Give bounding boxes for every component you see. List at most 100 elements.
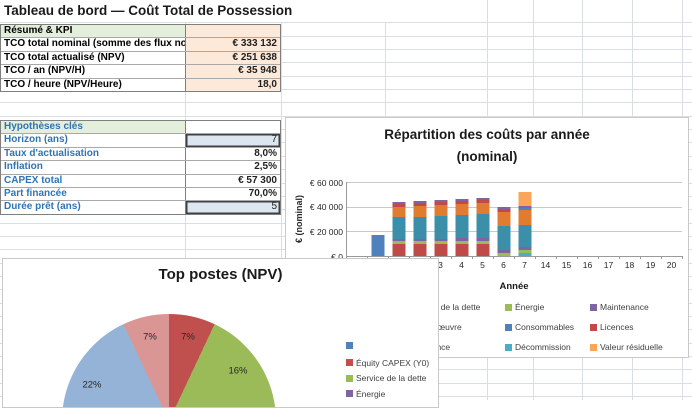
x-axis-tick-label: 17: [603, 260, 614, 270]
bar-chart-category-slot: [619, 182, 640, 256]
assumption-label-cell: Taux d'actualisation: [4, 147, 99, 159]
bar-segment-Assurance[interactable]: [455, 198, 468, 202]
bar-chart-category-slot: [556, 182, 577, 256]
bar-segment-Maintenance[interactable]: [518, 247, 531, 250]
legend-swatch: [590, 303, 597, 311]
bar-segment-Main d'œuvre[interactable]: [518, 210, 531, 226]
bar-segment-Main d'œuvre[interactable]: [497, 211, 510, 226]
bar-segment-Maintenance[interactable]: [455, 238, 468, 241]
bar-segment-Maintenance[interactable]: [392, 238, 405, 241]
bar-segment-Service de la dette[interactable]: [413, 243, 426, 256]
legend-item: Valeur résiduelle: [590, 342, 663, 352]
bar-segment-series[interactable]: [392, 217, 405, 239]
row-gridline: [0, 22, 692, 24]
assumptions-table-row: Horizon (ans) 7: [1, 133, 280, 147]
bar-segment-Maintenance[interactable]: [476, 238, 489, 241]
bar-segment-Licences[interactable]: [497, 209, 510, 212]
bar-segment-series[interactable]: [434, 215, 447, 239]
bar-segment-Énergie[interactable]: [476, 240, 489, 244]
assumption-label-cell: CAPEX total: [4, 174, 63, 186]
bar-segment-Licences[interactable]: [392, 204, 405, 207]
bar-chart-category-slot: [472, 182, 493, 256]
bar-segment-series[interactable]: [497, 225, 510, 251]
x-axis-tickmark: [661, 256, 662, 259]
x-axis-tick-label: 15: [561, 260, 572, 270]
x-axis-tick-label: 14: [540, 260, 551, 270]
bar-segment-Main d'œuvre[interactable]: [476, 202, 489, 215]
pie-chart-title: Top postes (NPV): [158, 266, 283, 283]
bar-chart-category-slot: [367, 182, 388, 256]
y-axis-tick-label: € 60 000: [309, 177, 343, 188]
bar-segment-Consommables[interactable]: [518, 208, 531, 211]
kpi-label-cell: TCO / heure (NPV/Heure): [4, 78, 122, 90]
bar-segment-Énergie[interactable]: [413, 240, 426, 244]
assumption-input-cell[interactable]: 5: [184, 201, 280, 214]
bar-segment-Assurance[interactable]: [518, 205, 531, 209]
legend-label: Décommission: [515, 342, 571, 352]
bar-segment-Énergie[interactable]: [392, 241, 405, 244]
bar-segment-Assurance[interactable]: [392, 202, 405, 205]
pie-chart-window[interactable]: Top postes (NPV) 7% 16% 22% 7% Équity CAPEX…: [2, 258, 439, 408]
x-axis-tick-label: 19: [645, 260, 656, 270]
bar-segment-Service de la dette[interactable]: [434, 243, 447, 256]
legend-swatch: [505, 303, 512, 311]
kpi-table-row: TCO total actualisé (NPV) € 251 638: [1, 50, 280, 65]
bar-segment-Énergie[interactable]: [497, 252, 510, 256]
bar-segment-Maintenance[interactable]: [434, 238, 447, 241]
bar-chart-category-slot: [661, 182, 682, 256]
bar-chart-category-slot: [430, 182, 451, 256]
bar-segment-Maintenance[interactable]: [413, 238, 426, 241]
bar-segment-Licences[interactable]: [455, 201, 468, 204]
bar-segment-series[interactable]: [518, 225, 531, 248]
bar-chart-category-slot: [577, 182, 598, 256]
assumptions-table-row: Durée prêt (ans) 5: [1, 200, 280, 214]
bar-segment-series[interactable]: [455, 215, 468, 239]
bar-chart-category-slot: [640, 182, 661, 256]
bar-segment-Énergie[interactable]: [455, 240, 468, 244]
bar-segment-Licences[interactable]: [413, 203, 426, 206]
bar-segment-Main d'œuvre[interactable]: [392, 206, 405, 218]
chart-gridline: [346, 182, 682, 183]
bar-chart-category-slot: [493, 182, 514, 256]
x-axis-tick-label: 3: [438, 260, 443, 270]
bar-segment-Énergie[interactable]: [518, 249, 531, 253]
assumption-label-cell: Part financée: [4, 188, 67, 200]
bar-segment-Main d'œuvre[interactable]: [455, 203, 468, 216]
bar-segment-Valeur résiduelle[interactable]: [518, 191, 531, 206]
x-axis-tick-label: 4: [459, 260, 464, 270]
assumption-label-cell: Durée prêt (ans): [4, 201, 81, 213]
bar-segment-Service de la dette[interactable]: [476, 243, 489, 256]
assumption-value-cell: 8,0%: [184, 147, 280, 161]
x-axis-tickmark: [409, 256, 410, 259]
bar-segment-Main d'œuvre[interactable]: [434, 204, 447, 216]
bar-segment-series[interactable]: [476, 214, 489, 239]
bar-segment-Décommission[interactable]: [518, 253, 531, 256]
bar-segment-Assurance[interactable]: [434, 200, 447, 203]
bar-segment-Service de la dette[interactable]: [392, 243, 405, 256]
pie-percentage-label: 16%: [228, 365, 248, 377]
legend-swatch: [590, 323, 597, 331]
legend-item: Licences: [590, 322, 634, 332]
x-axis-tickmark: [577, 256, 578, 259]
bar-segment-Licences[interactable]: [434, 202, 447, 205]
bar-segment-Assurance[interactable]: [413, 201, 426, 204]
bar-segment-Service de la dette[interactable]: [455, 243, 468, 256]
bar-segment-Licences[interactable]: [476, 200, 489, 203]
kpi-header-empty-cell: [184, 25, 280, 38]
bar-segment-Équity CAPEX (Y0)[interactable]: [371, 234, 384, 256]
bar-segment-series[interactable]: [413, 216, 426, 239]
sheet-title: Tableau de bord — Coût Total de Possessi…: [4, 3, 293, 18]
bar-segment-Main d'œuvre[interactable]: [413, 205, 426, 217]
bar-segment-Maintenance[interactable]: [497, 250, 510, 253]
y-axis-tick-label: € 40 000: [309, 202, 343, 213]
assumptions-table: Hypothèses clés Horizon (ans) 7 Taux d'act…: [0, 120, 281, 215]
row-gridline: [0, 75, 692, 77]
legend-swatch: [590, 343, 597, 351]
assumptions-header-empty-cell: [184, 121, 280, 134]
bar-segment-Énergie[interactable]: [434, 240, 447, 244]
assumption-input-cell[interactable]: 7: [184, 134, 280, 147]
bar-segment-Assurance[interactable]: [497, 206, 510, 210]
bar-segment-Assurance[interactable]: [476, 197, 489, 201]
x-axis-tickmark: [388, 256, 389, 259]
